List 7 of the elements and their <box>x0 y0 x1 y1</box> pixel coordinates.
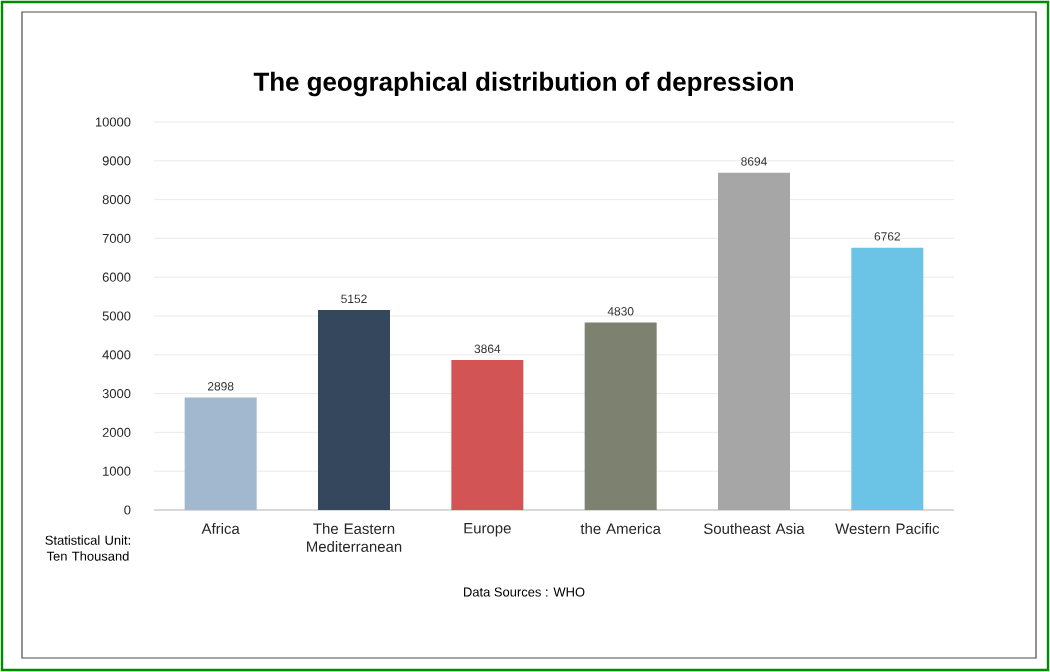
chart-title: The geographical distribution of depression <box>253 71 793 97</box>
bar <box>584 322 657 510</box>
bar <box>451 360 524 510</box>
bar <box>851 247 924 510</box>
bar <box>184 397 257 510</box>
bar <box>318 310 390 510</box>
bar <box>718 172 790 510</box>
